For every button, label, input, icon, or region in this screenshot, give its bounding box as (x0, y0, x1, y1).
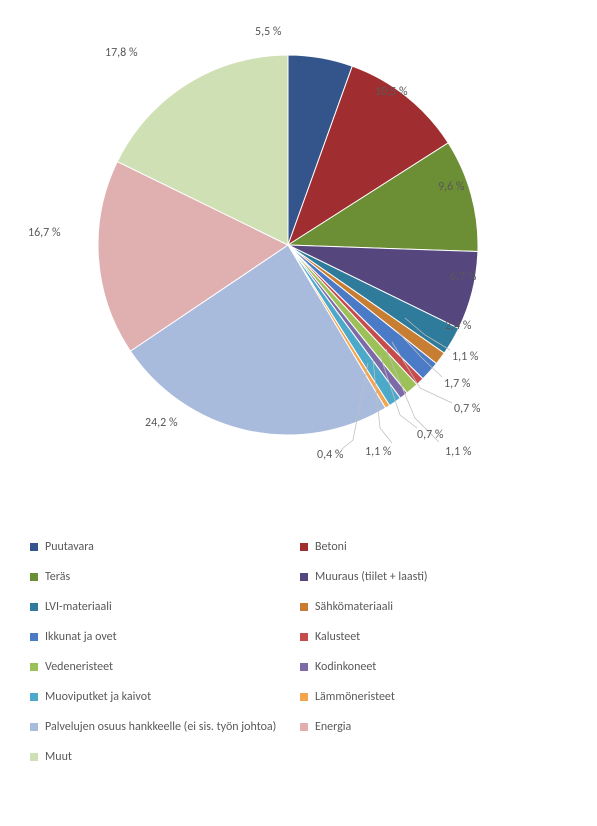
legend-marker (30, 663, 38, 671)
legend-marker (30, 603, 38, 611)
data-label: 0,7 % (454, 402, 480, 416)
legend-item: Sähkömateriaali (300, 600, 560, 614)
data-label: 2,4 % (445, 319, 471, 333)
legend-label: Kalusteet (315, 630, 360, 644)
legend-item: Palvelujen osuus hankkeelle (ei sis. työ… (30, 720, 290, 734)
legend-label: Kodinkoneet (315, 660, 376, 674)
legend-item: LVI-materiaali (30, 600, 290, 614)
legend-item: Betoni (300, 540, 560, 554)
legend-item: Teräs (30, 570, 290, 584)
legend-label: Lämmöneristeet (315, 690, 395, 704)
legend-marker (30, 633, 38, 641)
legend-label: Muoviputket ja kaivot (45, 690, 151, 704)
legend-label: LVI-materiaali (45, 600, 112, 614)
legend-label: Palvelujen osuus hankkeelle (ei sis. työ… (45, 720, 276, 734)
legend-marker (30, 573, 38, 581)
legend-item: Muoviputket ja kaivot (30, 690, 290, 704)
legend-item: Vedeneristeet (30, 660, 290, 674)
legend-marker (30, 753, 38, 761)
legend-marker (300, 633, 308, 641)
data-label: 1,1 % (365, 445, 391, 459)
pie-chart: 5,5 % 10,5 % 9,6 % 6,7 % 2,4 % 1,1 % 1,7 % 0,7 … (25, 15, 572, 510)
legend-item: Puutavara (30, 540, 290, 554)
data-label: 17,8 % (105, 46, 138, 60)
data-label: 0,4 % (317, 448, 343, 462)
legend-label: Teräs (45, 570, 70, 584)
legend-item: Kodinkoneet (300, 660, 560, 674)
data-label: 1,1 % (452, 350, 478, 364)
data-label: 10,5 % (375, 85, 408, 99)
legend-label: Vedeneristeet (45, 660, 113, 674)
legend-label: Puutavara (45, 540, 94, 554)
data-label: 16,7 % (28, 226, 61, 240)
legend-item: Muut (30, 750, 290, 764)
data-label: 24,2 % (145, 416, 178, 430)
data-label: 1,1 % (445, 445, 471, 459)
legend-label: Energia (315, 720, 351, 734)
pie-svg (98, 55, 478, 435)
legend: Puutavara Betoni Teräs Muuraus (tiilet + la… (30, 540, 570, 764)
legend-marker (300, 663, 308, 671)
legend-item: Ikkunat ja ovet (30, 630, 290, 644)
legend-item: Muuraus (tiilet + laasti) (300, 570, 560, 584)
data-label: 5,5 % (255, 25, 281, 39)
legend-label: Muuraus (tiilet + laasti) (315, 570, 428, 584)
legend-label: Betoni (315, 540, 347, 554)
legend-label: Muut (45, 750, 72, 764)
legend-marker (300, 603, 308, 611)
legend-label: Ikkunat ja ovet (45, 630, 117, 644)
data-label: 0,7 % (417, 428, 443, 442)
legend-label: Sähkömateriaali (315, 600, 393, 614)
legend-marker (30, 693, 38, 701)
data-label: 1,7 % (444, 377, 470, 391)
legend-item: Lämmöneristeet (300, 690, 560, 704)
legend-marker (300, 693, 308, 701)
legend-item: Energia (300, 720, 560, 734)
legend-item: Kalusteet (300, 630, 560, 644)
legend-marker (300, 573, 308, 581)
legend-marker (300, 723, 308, 731)
legend-marker (30, 723, 38, 731)
figure: 5,5 % 10,5 % 9,6 % 6,7 % 2,4 % 1,1 % 1,7 % 0,7 … (0, 0, 597, 826)
data-label: 9,6 % (438, 180, 464, 194)
data-label: 6,7 % (450, 270, 476, 284)
legend-marker (30, 543, 38, 551)
legend-marker (300, 543, 308, 551)
